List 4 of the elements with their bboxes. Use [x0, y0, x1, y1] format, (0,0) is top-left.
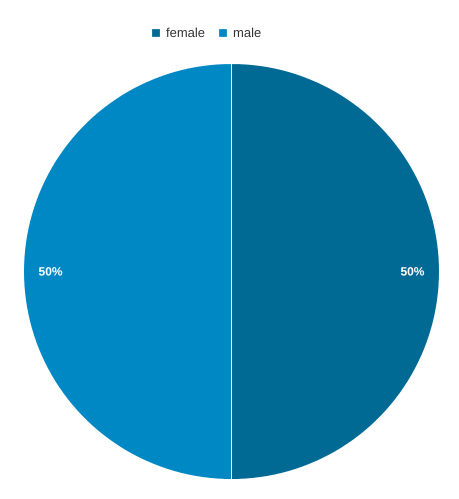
legend-label: female: [166, 25, 206, 40]
legend-label: male: [233, 25, 262, 40]
data-label: 50%: [400, 264, 425, 278]
data-label: 50%: [38, 264, 63, 278]
